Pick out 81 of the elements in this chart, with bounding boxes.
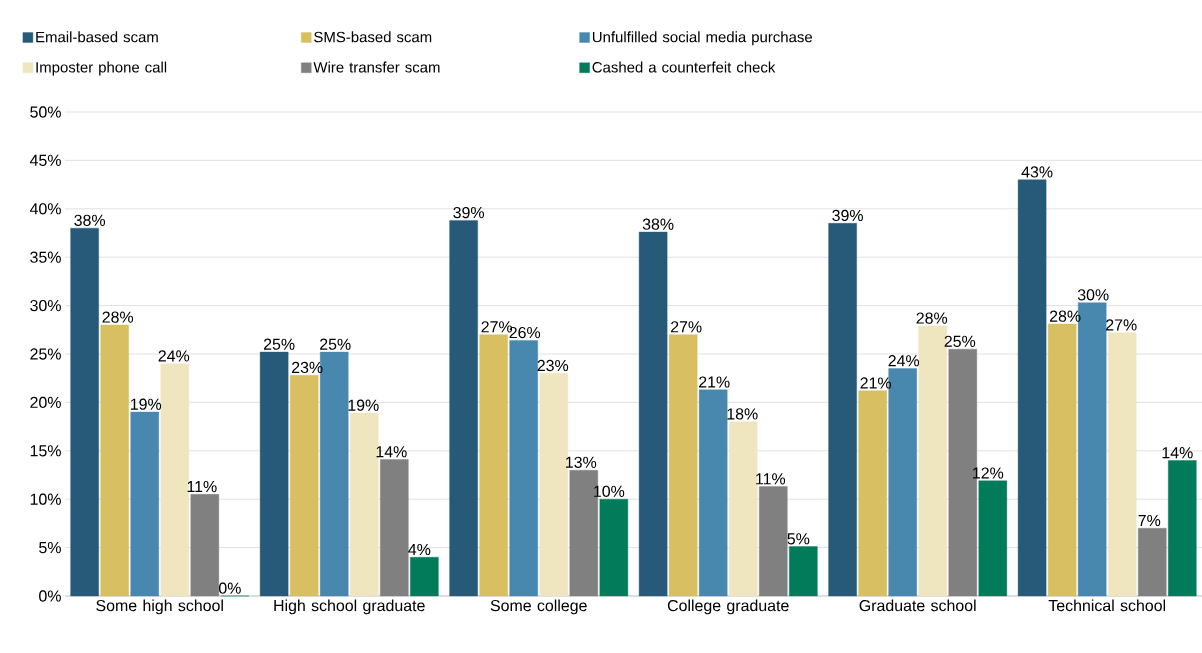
data-label: 10% [594, 485, 625, 497]
bar [789, 546, 818, 597]
data-label: 4% [408, 543, 431, 556]
bar [289, 375, 319, 597]
bar [1108, 332, 1137, 597]
y-tick-label: 25% [30, 348, 61, 360]
bar [1017, 179, 1047, 597]
data-label: 27% [1106, 319, 1137, 331]
data-label: 19% [348, 399, 379, 411]
bar [978, 480, 1008, 597]
bar [668, 334, 698, 597]
data-label: 24% [158, 350, 190, 362]
x-tick-label: College graduate [667, 599, 789, 615]
y-tick-label: 0% [39, 590, 61, 602]
bar [1138, 528, 1167, 597]
data-label: 24% [888, 355, 920, 367]
data-label: 25% [320, 338, 351, 350]
bar [539, 373, 568, 597]
data-label: 19% [131, 398, 162, 410]
bar [1168, 460, 1197, 597]
data-label: 38% [642, 218, 674, 230]
data-label: 12% [973, 467, 1004, 479]
data-label: 21% [699, 376, 730, 388]
bar [160, 363, 189, 597]
bar [729, 421, 758, 597]
bar [380, 459, 409, 597]
y-tick-label: 20% [30, 396, 61, 409]
bar [828, 223, 857, 597]
data-label: 13% [566, 456, 597, 468]
bar [1047, 323, 1077, 597]
y-tick-label: 35% [30, 251, 61, 263]
x-tick-label: Technical school [1048, 599, 1166, 612]
legend-label: SMS-based scam [314, 31, 432, 43]
bar [858, 390, 887, 597]
legend-label: Unfulfilled social media purchase [592, 31, 812, 46]
y-tick-label: 10% [30, 493, 61, 505]
data-label: 18% [727, 408, 758, 420]
bar [100, 324, 129, 597]
bar [70, 227, 99, 597]
bar [410, 557, 439, 597]
data-label: 28% [102, 311, 134, 323]
y-tick-label: 30% [30, 299, 61, 312]
bar [479, 334, 508, 597]
bar [190, 494, 220, 597]
data-label: 7% [1138, 514, 1161, 527]
y-tick-label: 50% [30, 106, 61, 118]
bar [638, 231, 668, 597]
bar [599, 498, 629, 597]
legend-label: Wire transfer scam [313, 61, 440, 73]
x-tick-label: Graduate school [859, 599, 976, 612]
y-tick-label: 45% [29, 154, 61, 166]
legend-label: Email-based scam [36, 31, 158, 43]
data-label: 0% [218, 582, 241, 594]
data-label: 11% [756, 473, 786, 485]
bar [509, 340, 538, 597]
data-label: 27% [671, 321, 702, 333]
data-label: 11% [187, 481, 217, 493]
x-tick-label: High school graduate [274, 599, 425, 615]
data-label: 30% [1077, 289, 1109, 301]
bar [698, 389, 728, 597]
data-label: 38% [74, 214, 106, 226]
legend-label: Cashed a counterfeit check [592, 61, 776, 73]
bar [130, 411, 159, 597]
bar [449, 220, 478, 597]
x-tick-label: Some college [490, 599, 587, 615]
data-label: 39% [832, 209, 863, 222]
legend-label: Imposter phone call [36, 61, 167, 76]
data-label: 14% [1162, 447, 1193, 459]
bar [759, 486, 788, 597]
data-label: 5% [787, 533, 810, 545]
y-tick-label: 15% [30, 445, 61, 457]
bar [259, 351, 289, 597]
data-label: 25% [263, 338, 295, 350]
x-tick-label: Some high school [96, 599, 223, 615]
y-tick-label: 5% [39, 541, 61, 554]
data-label: 14% [376, 446, 407, 458]
y-tick-label: 40% [29, 203, 61, 215]
data-label: 25% [944, 335, 976, 347]
data-label: 39% [453, 206, 485, 219]
data-label: 43% [1021, 166, 1053, 178]
data-label: 28% [916, 312, 948, 324]
